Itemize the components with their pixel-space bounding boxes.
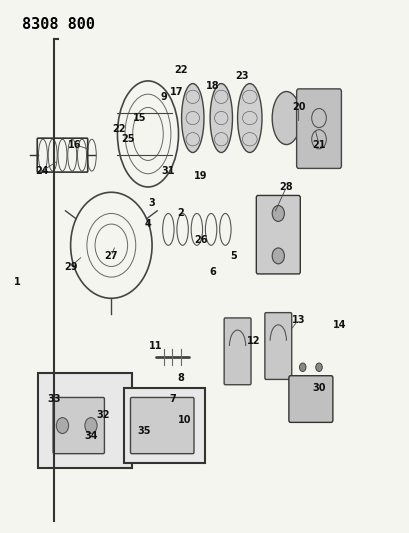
FancyBboxPatch shape (130, 398, 193, 454)
Text: 28: 28 (279, 182, 292, 192)
Text: 8: 8 (177, 373, 184, 383)
Text: 25: 25 (121, 134, 134, 144)
Text: 26: 26 (194, 235, 207, 245)
Text: 30: 30 (312, 383, 325, 393)
Circle shape (315, 363, 321, 372)
Text: 14: 14 (332, 320, 345, 330)
Bar (38, 373, 131, 468)
Text: 5: 5 (229, 251, 236, 261)
Text: 21: 21 (312, 140, 325, 150)
Text: 32: 32 (96, 410, 110, 420)
Text: 4: 4 (144, 219, 151, 229)
Ellipse shape (209, 84, 232, 152)
Text: 1: 1 (14, 277, 21, 287)
Text: 12: 12 (247, 336, 260, 346)
Circle shape (299, 363, 305, 372)
FancyBboxPatch shape (288, 376, 332, 422)
Text: 35: 35 (137, 426, 150, 436)
Text: 22: 22 (112, 124, 126, 134)
Text: 23: 23 (234, 70, 248, 80)
Text: 9: 9 (160, 92, 167, 102)
Text: 31: 31 (161, 166, 175, 176)
Circle shape (56, 418, 68, 433)
FancyBboxPatch shape (53, 398, 104, 454)
Text: 20: 20 (291, 102, 305, 112)
Text: 13: 13 (291, 314, 305, 325)
Text: 33: 33 (47, 394, 61, 404)
FancyBboxPatch shape (296, 89, 341, 168)
Ellipse shape (237, 84, 261, 152)
Text: 29: 29 (64, 262, 77, 271)
Text: 18: 18 (206, 81, 219, 91)
Text: 16: 16 (68, 140, 81, 150)
Bar (123, 389, 204, 463)
FancyBboxPatch shape (224, 318, 250, 385)
Text: 7: 7 (169, 394, 175, 404)
Text: 6: 6 (209, 267, 216, 277)
Text: 27: 27 (104, 251, 118, 261)
Circle shape (272, 248, 284, 264)
Text: 3: 3 (148, 198, 155, 208)
Circle shape (85, 418, 97, 433)
Text: 34: 34 (84, 431, 97, 441)
Text: 15: 15 (133, 113, 146, 123)
Text: 10: 10 (178, 415, 191, 425)
Text: 2: 2 (177, 208, 184, 219)
Text: 19: 19 (194, 172, 207, 181)
Text: 24: 24 (35, 166, 49, 176)
FancyBboxPatch shape (256, 196, 299, 274)
Text: 8308 800: 8308 800 (22, 17, 94, 33)
Text: 17: 17 (169, 86, 183, 96)
FancyBboxPatch shape (264, 313, 291, 379)
Text: 11: 11 (149, 341, 162, 351)
Circle shape (272, 206, 284, 221)
Ellipse shape (272, 92, 300, 144)
Text: 22: 22 (173, 66, 187, 75)
Ellipse shape (181, 84, 204, 152)
